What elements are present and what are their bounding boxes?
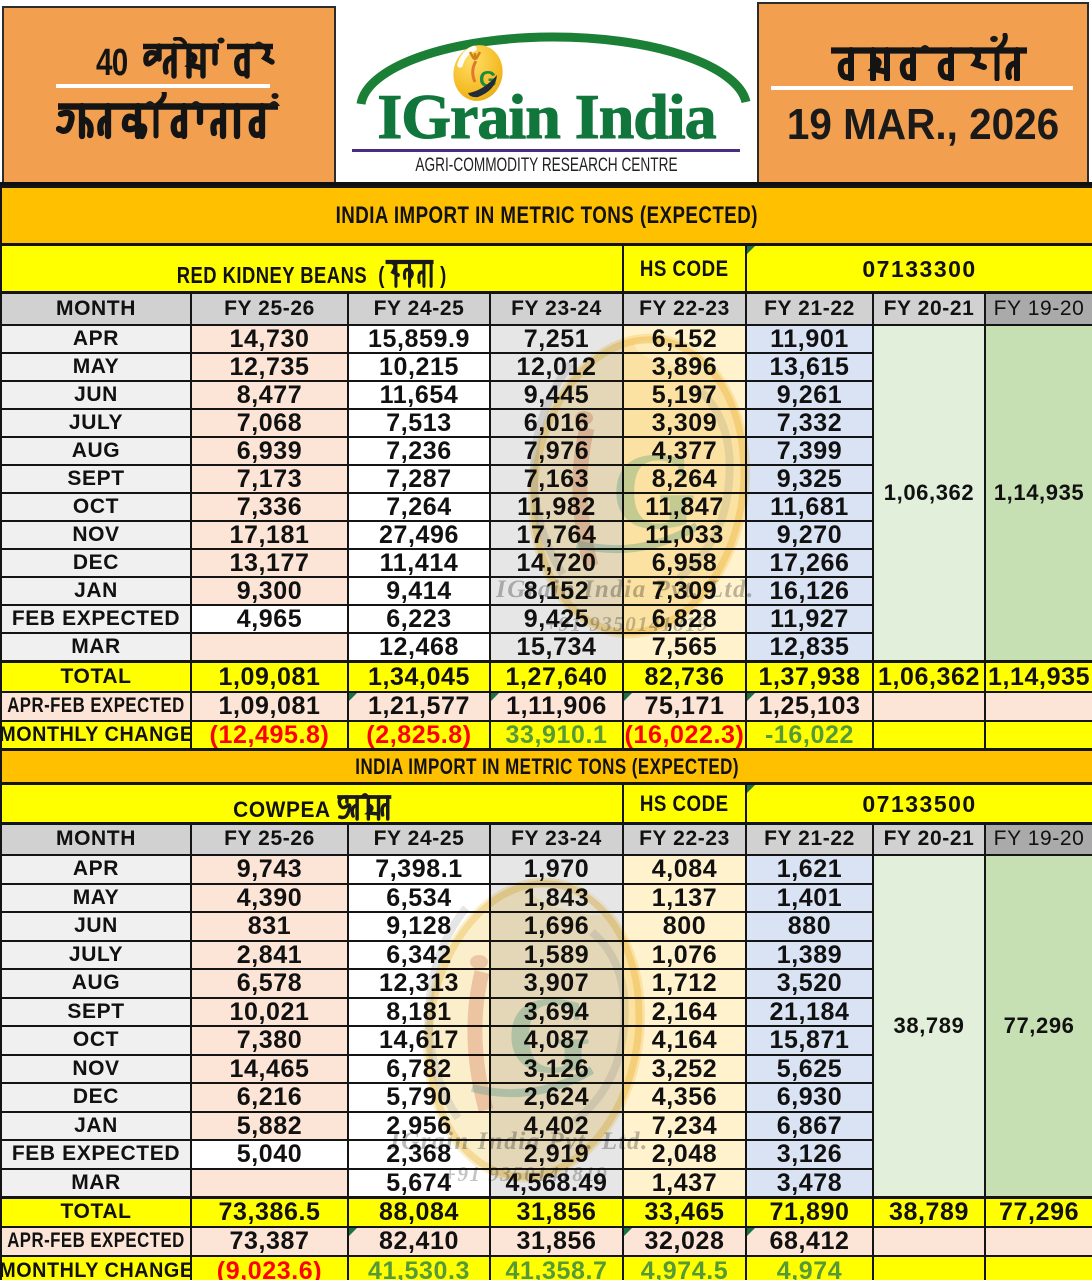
svg-text:G: G xyxy=(506,974,592,1096)
svg-text:G: G xyxy=(611,430,697,552)
